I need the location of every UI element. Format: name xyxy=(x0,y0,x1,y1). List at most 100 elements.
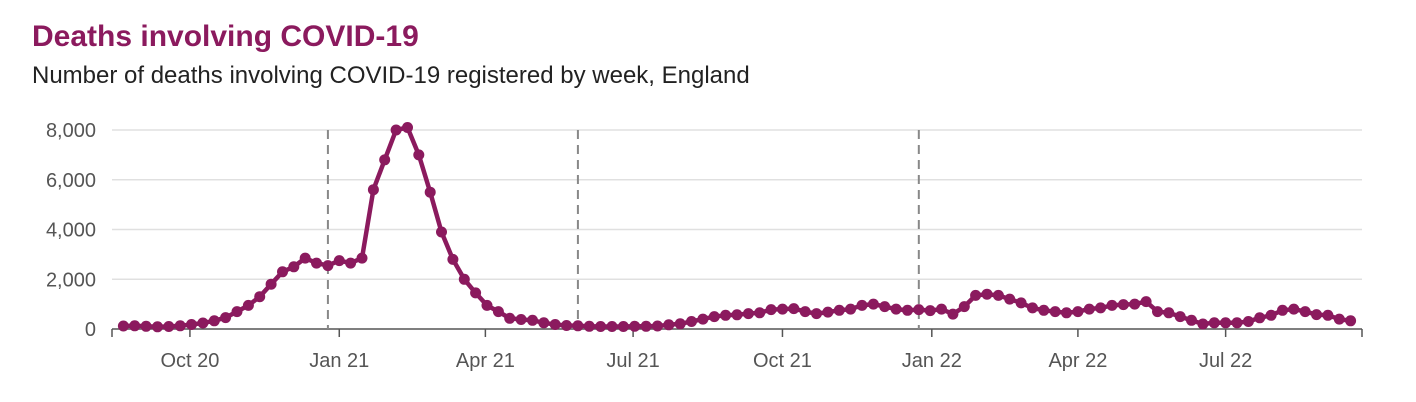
data-point xyxy=(549,319,561,330)
data-point xyxy=(1220,317,1232,329)
data-point xyxy=(117,320,129,332)
data-point xyxy=(1288,303,1300,315)
data-point xyxy=(1174,311,1186,323)
data-point xyxy=(504,312,516,324)
data-point xyxy=(1083,303,1095,315)
data-point xyxy=(163,321,175,332)
data-point xyxy=(936,303,947,315)
data-point xyxy=(1038,304,1050,316)
data-point xyxy=(1049,306,1061,318)
data-point xyxy=(356,252,368,264)
data-point xyxy=(561,320,572,331)
data-point xyxy=(958,301,970,313)
data-point xyxy=(731,309,743,321)
data-point xyxy=(129,320,141,332)
data-point xyxy=(527,314,538,326)
data-point xyxy=(1106,299,1118,311)
data-point xyxy=(390,124,402,136)
y-tick-label: 6,000 xyxy=(46,170,96,192)
data-point xyxy=(322,260,334,272)
data-point xyxy=(413,149,425,161)
data-point xyxy=(720,309,732,321)
data-point xyxy=(1027,302,1038,314)
data-point xyxy=(833,304,845,316)
data-point xyxy=(1345,315,1357,327)
data-point xyxy=(220,312,232,324)
data-point xyxy=(1186,314,1197,326)
data-point xyxy=(652,320,663,332)
data-point xyxy=(299,252,311,264)
data-point xyxy=(981,288,993,300)
data-point xyxy=(1004,293,1016,305)
data-point xyxy=(1163,307,1175,319)
data-point xyxy=(640,320,652,332)
data-point xyxy=(174,320,186,332)
data-point xyxy=(595,321,607,332)
data-point xyxy=(424,186,436,198)
data-point xyxy=(924,305,936,317)
data-point xyxy=(811,308,822,320)
data-point xyxy=(1265,309,1277,321)
data-point xyxy=(572,320,584,332)
data-point xyxy=(254,291,266,303)
x-tick-label: Apr 22 xyxy=(1048,350,1107,372)
data-point xyxy=(265,278,277,290)
data-point xyxy=(697,313,709,325)
data-point xyxy=(311,257,322,269)
data-point xyxy=(1254,312,1266,324)
data-point xyxy=(674,318,686,330)
data-point xyxy=(777,303,788,315)
data-point xyxy=(538,317,550,329)
data-point xyxy=(1208,317,1220,329)
data-point xyxy=(970,289,982,301)
data-point xyxy=(231,306,243,318)
data-point xyxy=(1095,302,1107,314)
data-point xyxy=(470,287,482,299)
y-tick-label: 4,000 xyxy=(46,220,96,242)
data-point xyxy=(856,299,868,311)
data-point xyxy=(629,320,641,332)
data-point xyxy=(708,311,720,323)
data-point xyxy=(345,257,357,269)
data-point xyxy=(447,253,459,265)
data-point xyxy=(458,273,470,285)
data-point xyxy=(481,299,493,311)
data-point xyxy=(686,316,697,327)
data-point xyxy=(402,122,413,133)
data-point xyxy=(1311,309,1322,321)
data-point xyxy=(515,314,527,325)
data-point xyxy=(890,303,902,315)
x-tick-label: Jul 22 xyxy=(1199,350,1252,372)
y-tick-label: 2,000 xyxy=(46,269,96,291)
x-tick-label: Oct 21 xyxy=(753,350,812,372)
data-point xyxy=(152,321,163,333)
data-point xyxy=(208,315,220,327)
data-point xyxy=(617,321,629,332)
data-point xyxy=(186,319,197,330)
data-point xyxy=(1152,306,1163,318)
data-point xyxy=(1299,306,1311,318)
data-point xyxy=(1277,304,1288,316)
data-point xyxy=(333,255,345,267)
data-point xyxy=(1231,317,1243,329)
data-point xyxy=(606,321,618,332)
data-point xyxy=(867,298,879,310)
data-point xyxy=(754,307,766,319)
data-point xyxy=(765,304,777,316)
data-point xyxy=(288,261,300,273)
data-point xyxy=(1117,299,1129,311)
data-point xyxy=(1140,296,1152,308)
data-point xyxy=(788,303,800,315)
data-point xyxy=(1015,297,1027,309)
data-point xyxy=(140,320,152,332)
data-point xyxy=(492,306,504,318)
data-point xyxy=(367,184,379,196)
data-point xyxy=(242,299,254,311)
data-point xyxy=(663,319,675,331)
x-tick-label: Apr 21 xyxy=(456,350,515,372)
data-point xyxy=(1061,307,1072,319)
data-point xyxy=(845,303,857,315)
data-point xyxy=(1072,306,1084,318)
chart-subtitle: Number of deaths involving COVID-19 regi… xyxy=(32,62,750,89)
data-point xyxy=(879,301,891,313)
